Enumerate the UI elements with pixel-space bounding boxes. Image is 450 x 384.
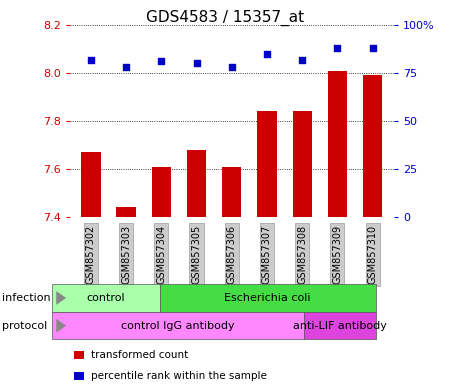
Text: infection: infection [2,293,51,303]
Point [369,45,376,51]
Point [193,60,200,66]
Text: Escherichia coli: Escherichia coli [225,293,311,303]
Bar [81,152,100,217]
Bar [257,111,277,217]
Point [228,64,235,70]
Point [334,45,341,51]
Bar [363,75,382,217]
Point [87,56,94,63]
Text: percentile rank within the sample: percentile rank within the sample [91,371,267,381]
Text: control IgG antibody: control IgG antibody [121,321,234,331]
Point [122,64,130,70]
Text: control: control [86,293,125,303]
Point [263,51,270,57]
Point [299,56,306,63]
Bar [117,207,136,217]
Bar [292,111,312,217]
Point [158,58,165,65]
Text: anti-LIF antibody: anti-LIF antibody [293,321,387,331]
Bar [152,167,171,217]
Bar [222,167,242,217]
Text: protocol: protocol [2,321,48,331]
Text: transformed count: transformed count [91,350,188,360]
Bar [328,71,347,217]
Text: GDS4583 / 15357_at: GDS4583 / 15357_at [146,10,304,26]
Bar [187,150,206,217]
